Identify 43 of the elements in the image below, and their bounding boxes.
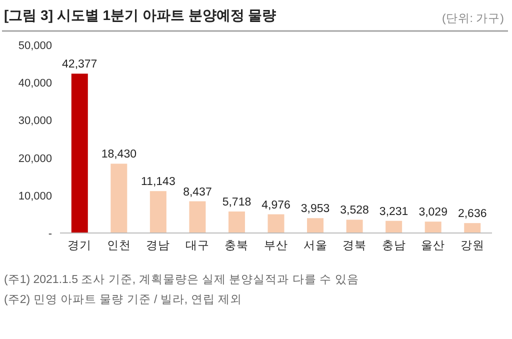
data-label: 42,377 xyxy=(62,58,98,71)
x-tick-label: 경남 xyxy=(146,240,170,252)
data-label: 3,029 xyxy=(418,206,448,219)
text: (주2) 민영 아파트 물량 기준 / 빌라, 연립 제외 xyxy=(4,294,242,306)
bar xyxy=(307,218,324,233)
data-label: 8,437 xyxy=(183,186,212,198)
y-tick-label: - xyxy=(48,228,52,240)
data-label: 4,976 xyxy=(262,199,290,212)
y-tick-label: 50,000 xyxy=(18,40,52,52)
x-tick-label: 충남 xyxy=(382,239,406,252)
bar xyxy=(71,74,88,233)
x-tick-label: 부산 xyxy=(264,240,288,252)
bar xyxy=(189,201,206,233)
data-label: 3,231 xyxy=(379,206,408,218)
x-tick-label: 경기 xyxy=(68,240,92,252)
x-tick-label: 강원 xyxy=(460,240,484,252)
y-tick-label: 40,000 xyxy=(18,78,52,90)
x-tick-label: 대구 xyxy=(185,240,210,252)
data-label: 5,718 xyxy=(222,196,252,208)
bar xyxy=(268,214,284,233)
bar xyxy=(110,164,128,233)
x-tick-label: 서울 xyxy=(303,240,328,252)
y-tick-label: 30,000 xyxy=(18,115,52,128)
bar xyxy=(424,222,442,233)
text: (단위: 가구) xyxy=(442,13,504,25)
x-tick-label: 충북 xyxy=(224,239,249,252)
data-label: 3,528 xyxy=(340,204,369,217)
bar xyxy=(228,212,245,233)
text: (주1) 2021.1.5 조사 기준, 계획물량은 실제 분양실적과 다를 수 있음 xyxy=(4,274,359,286)
x-tick-label: 울산 xyxy=(421,240,446,252)
bar xyxy=(346,220,363,233)
x-tick-label: 경북 xyxy=(342,240,367,252)
data-label: 3,953 xyxy=(300,203,330,216)
bar xyxy=(386,220,402,233)
data-label: 2,636 xyxy=(458,208,487,220)
bar xyxy=(464,223,481,233)
chart-title: [그림 3] 시도별 1분기 아파트 분양예정 물량 xyxy=(4,7,276,23)
bar xyxy=(150,191,166,233)
y-tick-label: 10,000 xyxy=(18,190,52,202)
data-label: 11,143 xyxy=(141,176,176,188)
y-tick-label: 20,000 xyxy=(18,152,52,165)
x-tick-label: 인천 xyxy=(106,240,131,252)
data-label: 18,430 xyxy=(101,148,137,161)
